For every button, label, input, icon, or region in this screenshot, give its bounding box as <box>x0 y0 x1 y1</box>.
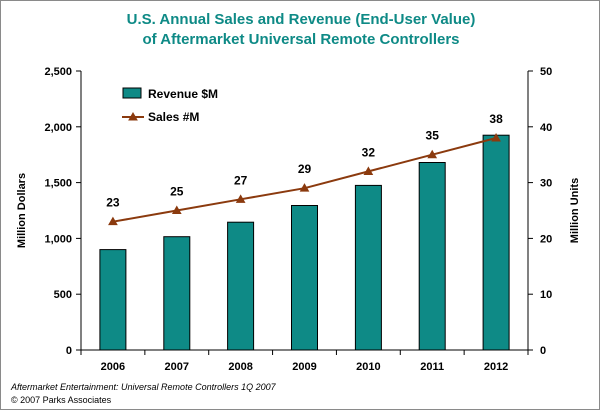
sales-marker-2008 <box>235 194 246 203</box>
x-tick-label-2012: 2012 <box>484 361 508 373</box>
right-tick-label: 30 <box>540 178 552 190</box>
legend-revenue-label: Revenue $M <box>148 87 218 101</box>
sales-data-label-2009: 29 <box>298 162 312 176</box>
x-tick-label-2008: 2008 <box>228 361 252 373</box>
labels-layer: 23 25 27 29 32 35 38 <box>106 112 503 210</box>
chart-title: U.S. Annual Sales and Revenue (End-User … <box>126 11 476 28</box>
source-citation: Aftermarket Entertainment: Universal Rem… <box>11 382 276 392</box>
sales-data-label-2006: 23 <box>106 196 120 210</box>
right-tick-label: 40 <box>540 122 552 134</box>
x-tick-label-2009: 2009 <box>292 361 316 373</box>
left-tick-label: 1,000 <box>44 233 72 245</box>
sales-line-layer <box>108 132 501 226</box>
right-tick-label: 20 <box>540 233 552 245</box>
sales-marker-2011 <box>427 149 438 159</box>
bars-layer <box>99 134 510 351</box>
sales-marker-2006 <box>108 216 118 226</box>
left-tick-label: 0 <box>66 345 72 357</box>
sales-marker-2012 <box>491 132 501 142</box>
x-tick-label-2011: 2011 <box>420 361 444 373</box>
left-tick-label: 1,500 <box>44 178 72 190</box>
y2-axis-label: Million Units <box>569 178 581 243</box>
copyright-notice: © 2007 Parks Associates <box>11 395 112 405</box>
sales-marker-2010 <box>363 166 374 175</box>
sales-marker-2007 <box>171 205 182 214</box>
right-tick-label: 50 <box>540 66 552 78</box>
axes-layer: 0 500 1,000 1,500 2,000 2,500 0 10 20 30 40 50 2006 2… <box>16 66 581 373</box>
x-tick-label-2007: 2007 <box>165 361 189 373</box>
revenue-bar-2008 <box>227 221 255 351</box>
revenue-bar-2007 <box>163 236 191 351</box>
x-tick-label-2006: 2006 <box>101 361 125 373</box>
left-tick-label: 2,500 <box>44 66 72 78</box>
sales-data-label-2008: 27 <box>234 173 248 187</box>
revenue-bar-2006 <box>99 249 127 351</box>
x-tick-label-2010: 2010 <box>356 361 380 373</box>
legend: Revenue $M Sales #M <box>122 87 218 124</box>
left-tick-label: 500 <box>54 289 72 301</box>
legend-sales-label: Sales #M <box>148 110 199 124</box>
y-axis-label: Million Dollars <box>16 173 28 248</box>
sales-data-label-2011: 35 <box>426 129 440 143</box>
legend-revenue-swatch <box>122 87 142 99</box>
legend-sales-marker <box>128 111 138 121</box>
right-tick-label: 0 <box>540 345 546 357</box>
sales-data-label-2010: 32 <box>362 145 376 159</box>
revenue-bar-2010 <box>354 184 382 351</box>
sales-data-label-2007: 25 <box>170 185 184 199</box>
sales-data-label-2012: 38 <box>489 112 503 126</box>
revenue-bar-2011 <box>418 162 446 351</box>
revenue-bar-2009 <box>291 205 318 351</box>
right-tick-label: 10 <box>540 289 552 301</box>
sales-marker-2009 <box>299 183 310 192</box>
left-tick-label: 2,000 <box>44 122 72 134</box>
revenue-bar-2012 <box>482 134 510 351</box>
chart-subtitle: of Aftermarket Universal Remote Controll… <box>142 31 460 48</box>
